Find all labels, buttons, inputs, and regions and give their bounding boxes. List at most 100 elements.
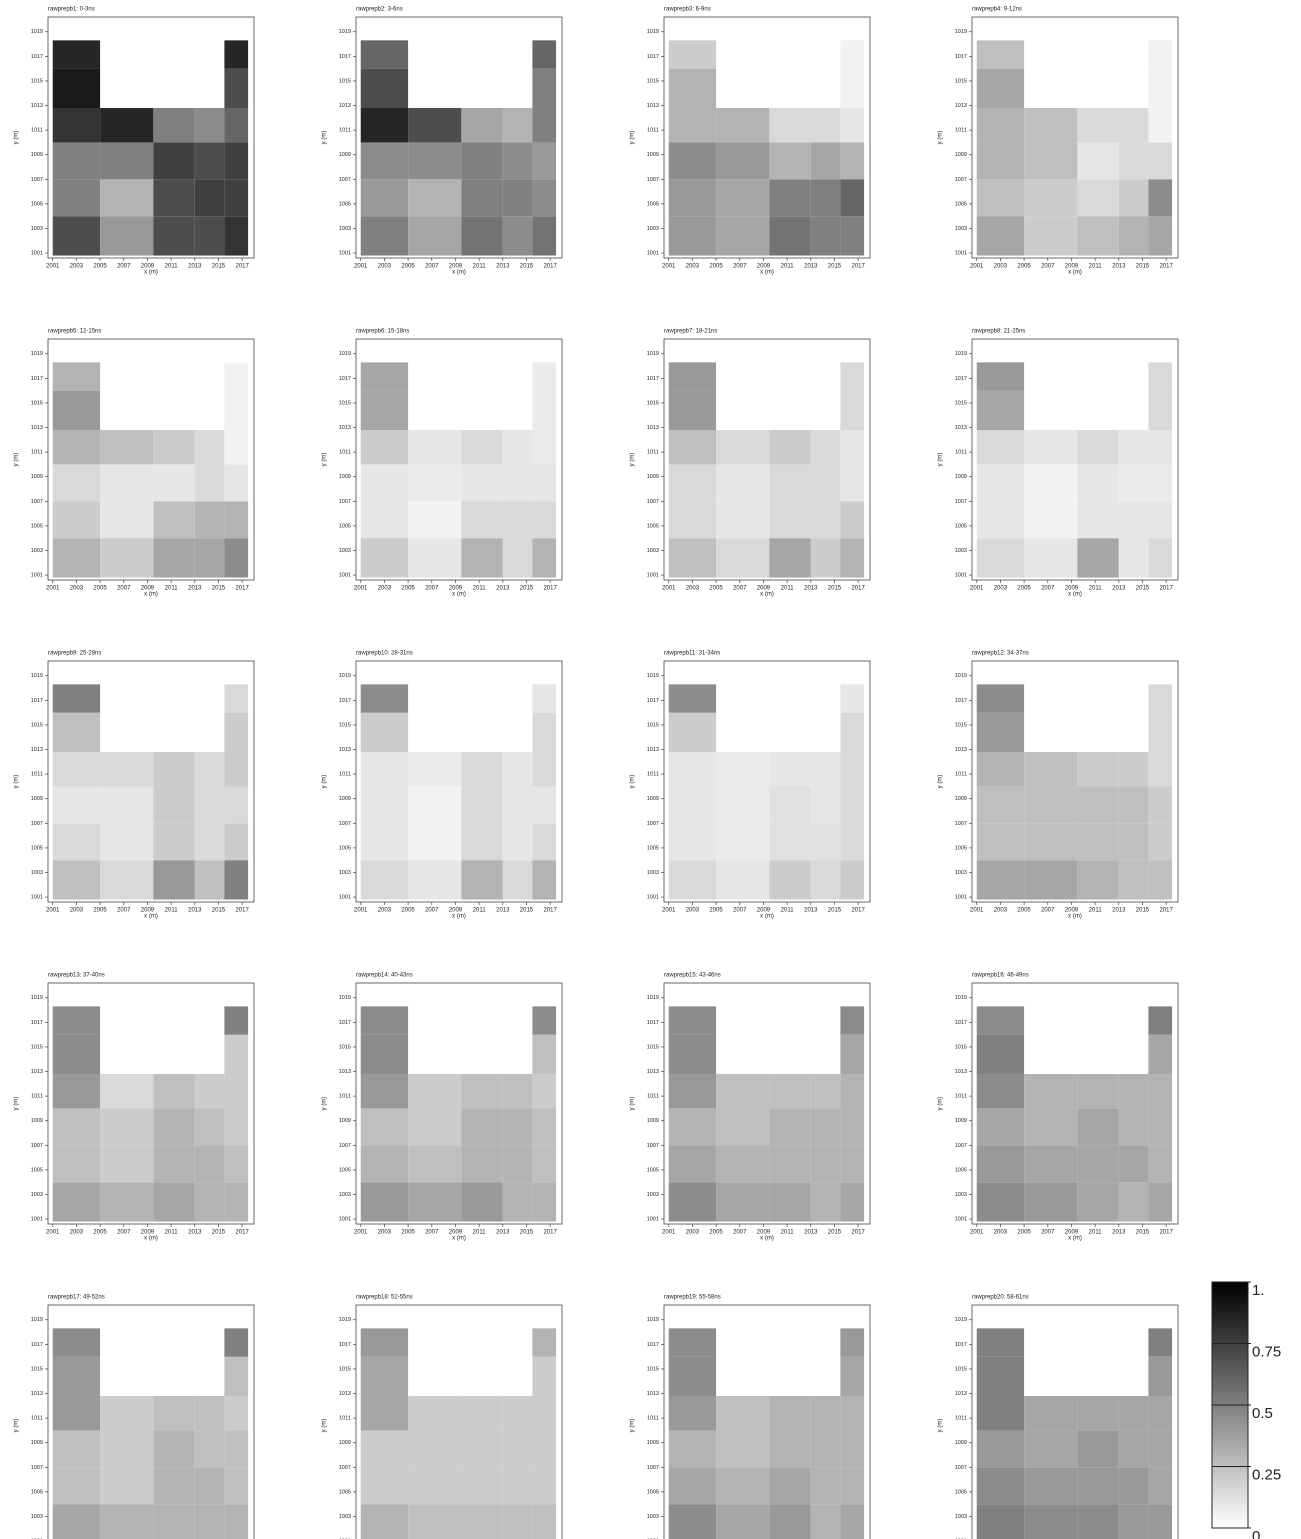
heat-cell bbox=[716, 1467, 769, 1504]
heat-cell bbox=[532, 216, 556, 255]
y-tick-label: 1015 bbox=[955, 78, 967, 84]
x-tick-label: 2003 bbox=[686, 264, 700, 270]
heat-cell bbox=[1024, 1108, 1077, 1145]
y-tick-label: 1007 bbox=[31, 821, 43, 827]
heat-cell bbox=[977, 501, 1024, 538]
heat-cell bbox=[811, 464, 841, 501]
heat-cell bbox=[503, 1430, 533, 1467]
heat-cell bbox=[840, 501, 864, 538]
heat-cell bbox=[53, 1504, 100, 1539]
heat-cell bbox=[1119, 860, 1149, 899]
heat-cell bbox=[977, 1328, 1024, 1356]
heat-cell bbox=[100, 216, 153, 255]
heat-cell bbox=[408, 1396, 461, 1430]
heat-cell bbox=[53, 1182, 100, 1221]
x-tick-label: 2015 bbox=[828, 1230, 842, 1236]
heat-cell bbox=[716, 752, 769, 786]
heat-cell bbox=[224, 860, 248, 899]
y-tick-label: 1007 bbox=[955, 1143, 967, 1149]
y-tick-label: 1017 bbox=[647, 1342, 659, 1348]
heat-cell bbox=[53, 1006, 100, 1034]
x-axis-label: x (m) bbox=[144, 270, 158, 276]
x-tick-label: 2005 bbox=[93, 908, 107, 914]
heat-cell bbox=[100, 538, 153, 577]
x-tick-label: 2005 bbox=[1017, 264, 1031, 270]
heat-cell bbox=[669, 752, 716, 786]
heat-cell bbox=[669, 1504, 716, 1539]
heat-cell bbox=[840, 464, 864, 501]
heat-cell bbox=[53, 823, 100, 860]
x-tick-label: 2003 bbox=[994, 1230, 1008, 1236]
heat-cell bbox=[224, 501, 248, 538]
heat-cell bbox=[669, 362, 716, 390]
x-tick-label: 2011 bbox=[1089, 908, 1103, 914]
heat-cell bbox=[361, 1328, 408, 1356]
x-axis-label: x (m) bbox=[760, 270, 774, 276]
heat-cell bbox=[461, 108, 502, 142]
heat-cell bbox=[1148, 179, 1172, 216]
heat-cell bbox=[716, 538, 769, 577]
heat-cell bbox=[716, 464, 769, 501]
y-tick-label: 1013 bbox=[955, 1391, 967, 1397]
y-axis-label: y (m) bbox=[322, 1419, 328, 1433]
heat-cell bbox=[811, 1074, 841, 1108]
y-tick-label: 1011 bbox=[339, 1416, 351, 1422]
heat-cell bbox=[195, 501, 225, 538]
heat-cell bbox=[811, 1396, 841, 1430]
heat-cell bbox=[1148, 1467, 1172, 1504]
y-tick-label: 1015 bbox=[339, 1044, 351, 1050]
heat-cell bbox=[1077, 1145, 1118, 1182]
heat-cell bbox=[53, 179, 100, 216]
heat-cell bbox=[716, 860, 769, 899]
y-tick-label: 1017 bbox=[339, 376, 351, 382]
heat-cell bbox=[1024, 1467, 1077, 1504]
heat-cell bbox=[408, 142, 461, 179]
panel-title: rawprepb8: 21-25ns bbox=[972, 329, 1025, 335]
heat-cell bbox=[361, 1467, 408, 1504]
heat-cell bbox=[195, 1396, 225, 1430]
heat-cell bbox=[1077, 216, 1118, 255]
heat-cell bbox=[769, 1074, 810, 1108]
heat-cell bbox=[195, 786, 225, 823]
y-axis-label: y (m) bbox=[630, 131, 636, 145]
y-axis-label: y (m) bbox=[938, 453, 944, 467]
heat-cell bbox=[153, 1467, 194, 1504]
x-axis-label: x (m) bbox=[1068, 1236, 1082, 1242]
heat-cell bbox=[669, 1357, 716, 1396]
y-tick-label: 1001 bbox=[339, 895, 351, 901]
y-tick-label: 1013 bbox=[647, 747, 659, 753]
y-tick-label: 1015 bbox=[647, 1044, 659, 1050]
heat-cell bbox=[769, 1504, 810, 1539]
panel: 2001200320052007200920112013201520171001… bbox=[14, 651, 254, 920]
heat-cell bbox=[224, 713, 248, 752]
x-axis-label: x (m) bbox=[144, 592, 158, 598]
y-tick-label: 1015 bbox=[955, 400, 967, 406]
x-tick-label: 2017 bbox=[543, 264, 557, 270]
x-tick-label: 2007 bbox=[733, 264, 747, 270]
heat-cell bbox=[532, 538, 556, 577]
heat-cell bbox=[769, 179, 810, 216]
heat-cell bbox=[840, 108, 864, 142]
heat-cell bbox=[195, 430, 225, 464]
heat-cell bbox=[224, 1108, 248, 1145]
x-tick-label: 2005 bbox=[401, 586, 415, 592]
y-tick-label: 1019 bbox=[339, 1317, 351, 1323]
y-tick-label: 1013 bbox=[31, 1391, 43, 1397]
heat-cell bbox=[100, 823, 153, 860]
heat-cell bbox=[408, 786, 461, 823]
heat-cell bbox=[1024, 860, 1077, 899]
heat-cell bbox=[716, 1504, 769, 1539]
heat-cell bbox=[195, 216, 225, 255]
heat-cell bbox=[716, 1396, 769, 1430]
heat-cell bbox=[1148, 501, 1172, 538]
heat-cell bbox=[224, 1430, 248, 1467]
panel: 2001200320052007200920112013201520171001… bbox=[630, 651, 870, 920]
x-tick-label: 2013 bbox=[496, 586, 510, 592]
y-tick-label: 1019 bbox=[31, 673, 43, 679]
y-tick-label: 1013 bbox=[339, 425, 351, 431]
y-tick-label: 1005 bbox=[955, 1167, 967, 1173]
panel: 2001200320052007200920112013201520171001… bbox=[322, 329, 562, 598]
heat-cell bbox=[840, 1108, 864, 1145]
heat-cell bbox=[153, 108, 194, 142]
heat-cell bbox=[1148, 216, 1172, 255]
